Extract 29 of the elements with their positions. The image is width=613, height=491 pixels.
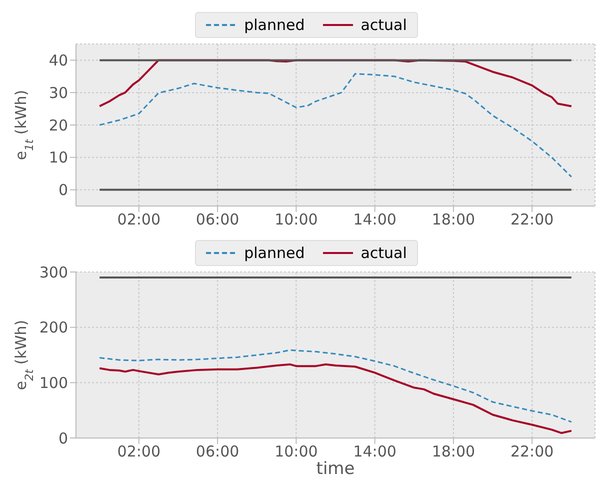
y-tick-label: 20 xyxy=(48,116,68,134)
legend-label: planned xyxy=(244,244,305,262)
x-tick-label: 14:00 xyxy=(353,442,396,461)
y-tick-label: 30 xyxy=(48,84,68,102)
x-axis-title: time xyxy=(316,459,355,480)
y-tick-label: 300 xyxy=(39,263,68,282)
x-tick-label: 18:00 xyxy=(432,442,476,461)
x-tick-label: 22:00 xyxy=(510,210,554,229)
x-tick-label: 02:00 xyxy=(117,442,161,461)
legend-label: actual xyxy=(360,16,407,34)
y-tick-label: 40 xyxy=(48,52,68,70)
x-tick-label: 22:00 xyxy=(510,442,554,461)
x-tick-label: 06:00 xyxy=(196,442,240,461)
y-tick-label: 100 xyxy=(39,374,68,392)
x-tick-label: 10:00 xyxy=(274,442,318,461)
legend-label: planned xyxy=(244,16,305,34)
x-tick-label: 02:00 xyxy=(117,210,161,229)
y-tick-label: 0 xyxy=(58,181,68,200)
x-tick-label: 14:00 xyxy=(353,210,396,229)
x-tick-label: 06:00 xyxy=(196,210,240,229)
x-tick-label: 10:00 xyxy=(274,210,318,229)
line-series xyxy=(98,363,572,434)
y-tick-label: 0 xyxy=(58,429,68,448)
x-tick-label: 18:00 xyxy=(432,210,476,229)
line-series xyxy=(98,349,572,423)
y-tick-label: 200 xyxy=(39,318,68,337)
legend-label: actual xyxy=(360,244,407,262)
y-tick-label: 10 xyxy=(48,148,68,167)
line-series xyxy=(98,73,572,178)
